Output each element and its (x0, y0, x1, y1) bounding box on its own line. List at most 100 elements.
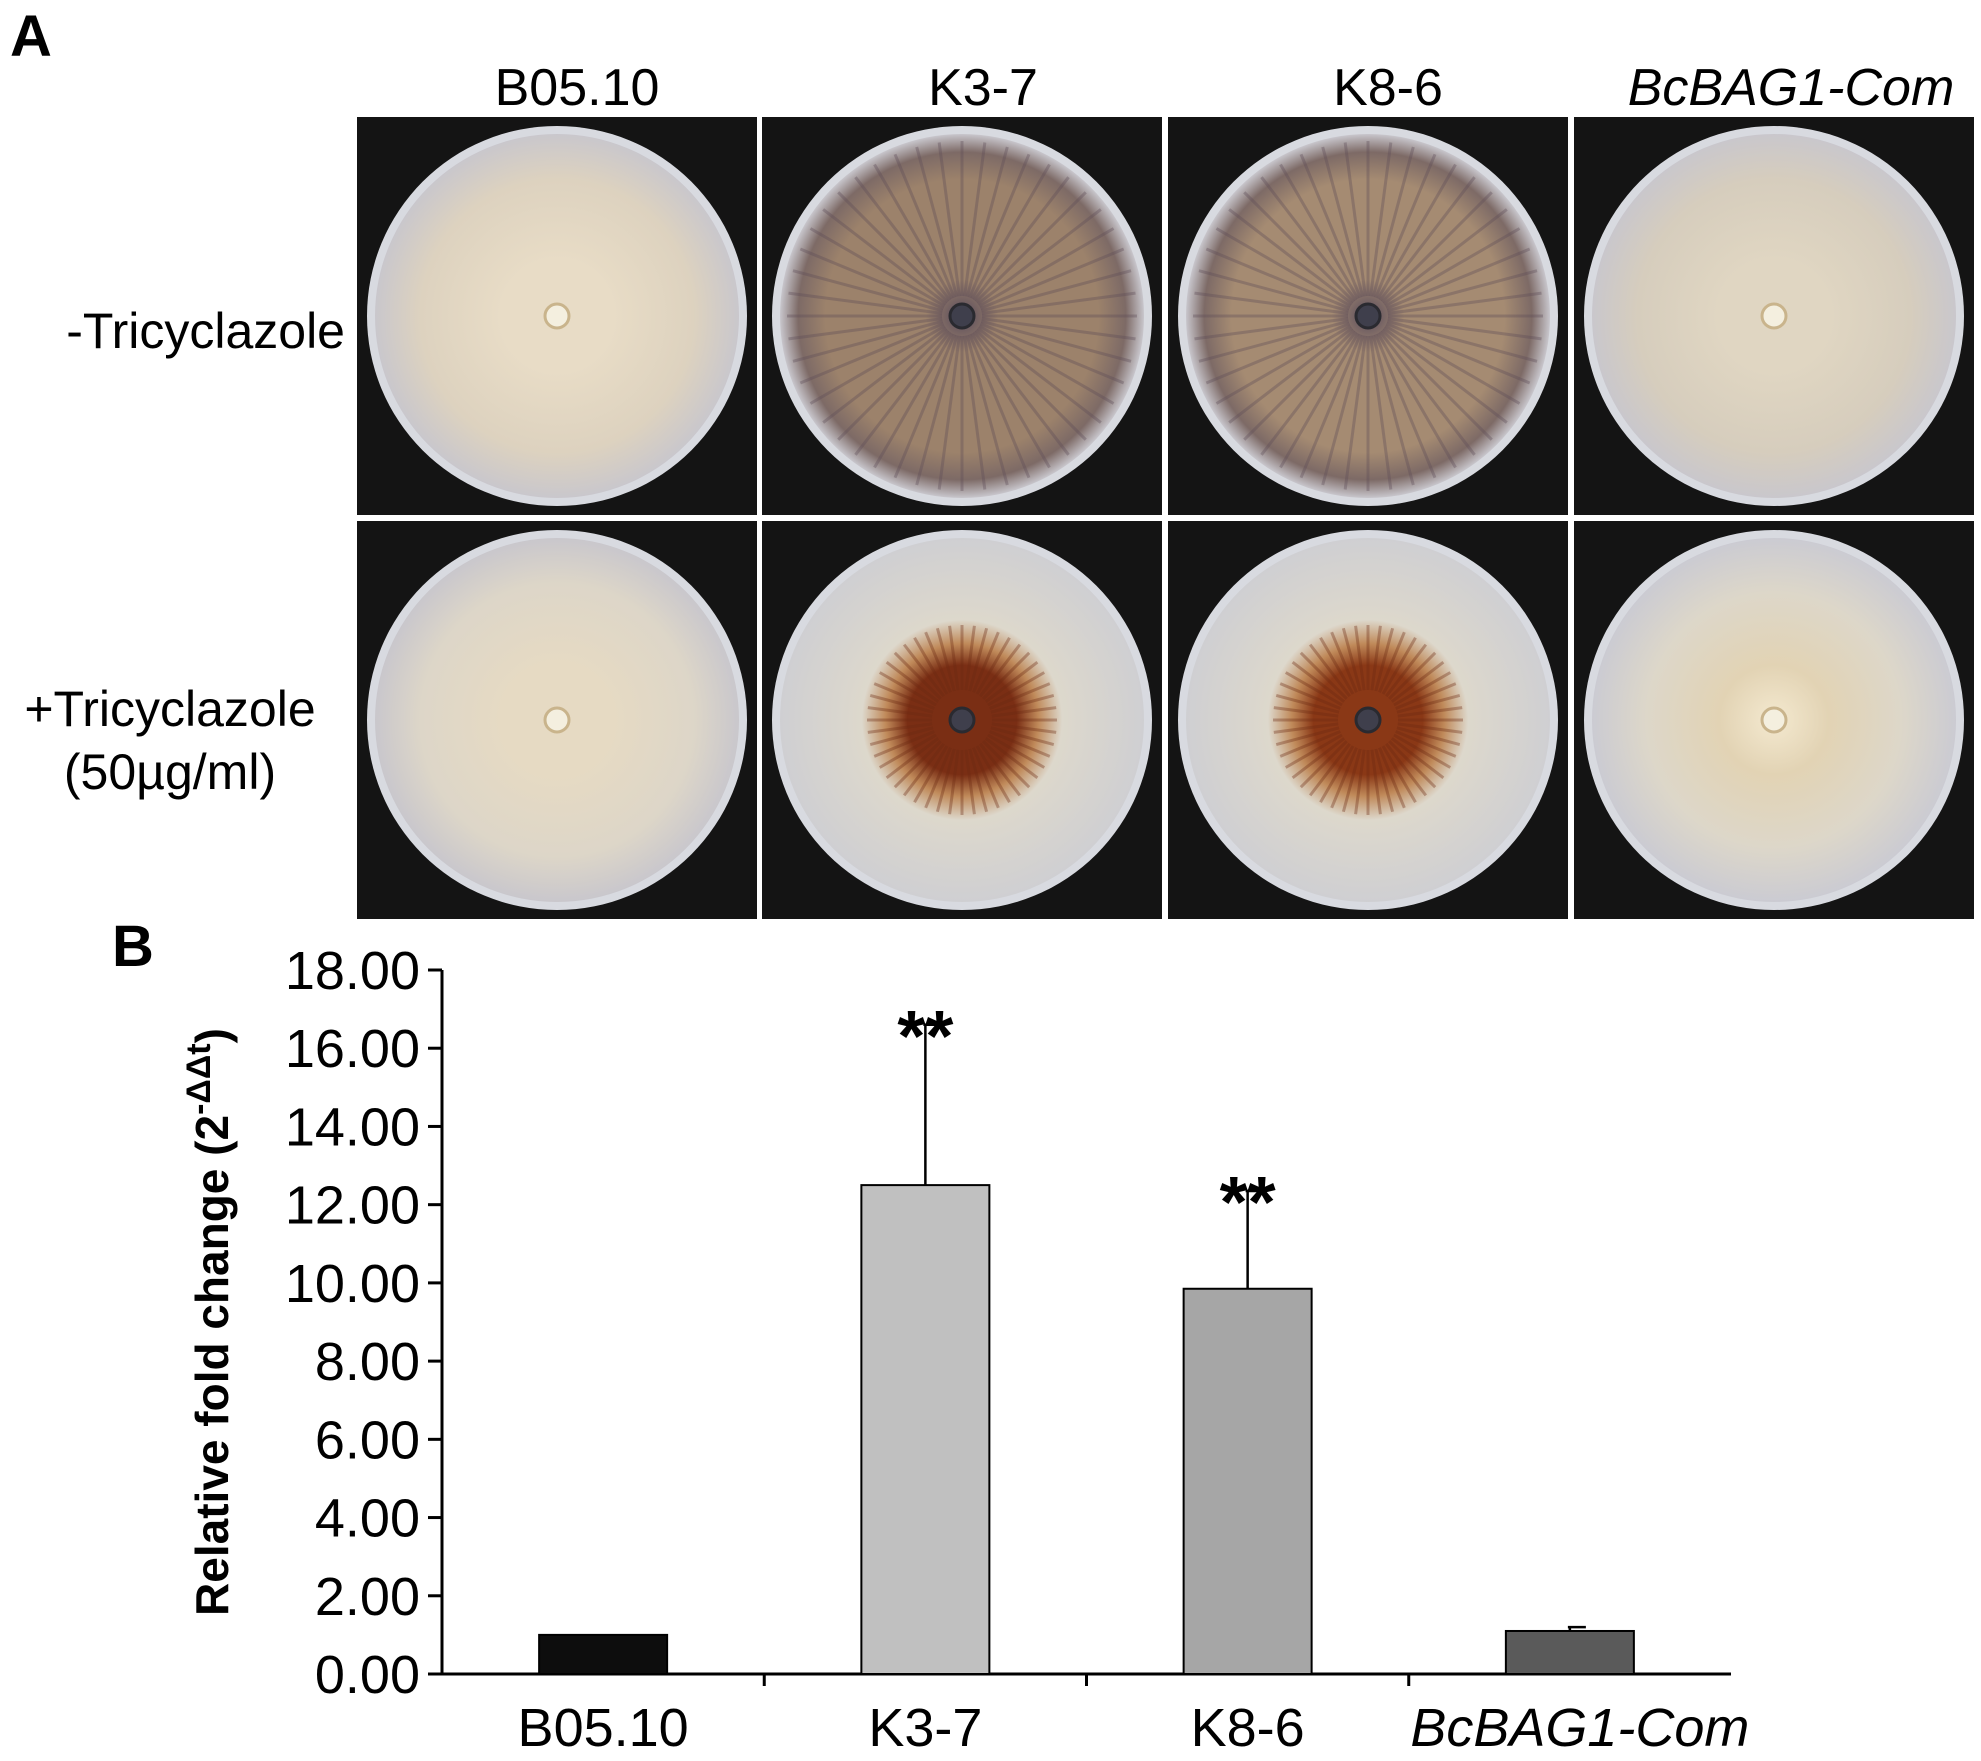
mycelium-streak (972, 176, 1070, 302)
mycelium-streak (867, 722, 933, 734)
petri-plate-photo (762, 521, 1162, 919)
x-category-label: K3-7 (868, 1698, 982, 1758)
mycelium-streak (970, 163, 1051, 300)
column-label-bcbag1-com: BcBAG1-Com (1627, 59, 1955, 117)
mycelium-streak (1397, 706, 1463, 718)
mycelium-streak (902, 643, 945, 698)
mycelium-streak (1381, 191, 1493, 303)
mycelium-streak (964, 625, 976, 691)
mycelium-streak (1384, 227, 1521, 308)
mycelium-streak (1198, 319, 1350, 363)
mycelium-streak (873, 730, 935, 758)
mycelium-streak (1390, 660, 1445, 703)
mycelium-streak (1393, 733, 1452, 769)
mycelium-streak (989, 682, 1051, 710)
inoculum-plug (1354, 706, 1382, 734)
mycelium-streak (935, 627, 956, 692)
mycelium-streak (809, 324, 946, 405)
mycelium-streak (987, 733, 1046, 769)
mycelium-streak (1279, 163, 1360, 300)
mycelium-streak (1243, 191, 1355, 303)
mycelium-streak (1386, 269, 1538, 313)
mycelium-streak (1284, 671, 1343, 707)
mycelium-streak (1369, 335, 1393, 490)
y-axis-title-close: ) (186, 1028, 238, 1043)
row-label-plus-tricyclazole: +Tricyclazole (50µg/ml) (0, 678, 340, 803)
mycelium-streak (1378, 330, 1476, 456)
mycelium-streak (822, 326, 948, 424)
mycelium-streak (893, 153, 956, 299)
mycelium-streak (792, 269, 944, 313)
inoculum-plug (948, 706, 976, 734)
mycelium-streak (1388, 740, 1437, 789)
y-axis-title-main: Relative fold change (2 (186, 1115, 238, 1616)
mycelium-streak (1330, 631, 1358, 693)
mycelium-streak (1279, 332, 1360, 469)
inoculum-plug (948, 302, 976, 330)
mycelium-streak (1395, 730, 1457, 758)
mycelium-streak (968, 153, 1031, 299)
y-tick-label: 0.00 (315, 1645, 420, 1705)
mycelium-streak (976, 208, 1102, 306)
petri-plate-photo (1168, 521, 1568, 919)
mycelium-streak (1376, 163, 1457, 300)
mycelium-streak (1260, 330, 1358, 456)
mycelium-streak (964, 749, 976, 815)
mycelium-streak (978, 324, 1115, 405)
mycelium-streak (1228, 208, 1354, 306)
mycelium-streak (1228, 326, 1354, 424)
bar (538, 1633, 669, 1676)
bar (860, 1184, 991, 1675)
significance-marker: ** (1220, 1163, 1276, 1243)
mycelium-streak (1341, 627, 1362, 692)
mycelium-streak (972, 747, 1000, 809)
mycelium-streak (924, 631, 952, 693)
mycelium-streak (1321, 334, 1365, 486)
mycelium-streak (978, 227, 1115, 308)
mycelium-streak (869, 693, 934, 714)
mycelium-streak (873, 332, 954, 469)
mycelium-streak (1370, 625, 1382, 691)
inoculum-plug (543, 706, 571, 734)
mycelium-streak (837, 191, 949, 303)
mycelium-streak (1205, 247, 1351, 310)
petri-plate-photo (357, 521, 757, 919)
inoculum-plug (1354, 302, 1382, 330)
mycelium-streak (989, 730, 1051, 758)
mycelium-streak (982, 651, 1031, 700)
row-label-plus-line2: (50µg/ml) (63, 743, 277, 800)
y-tick-label: 14.00 (285, 1097, 420, 1157)
mycelium-streak (885, 660, 940, 703)
mycelium-streak (1381, 745, 1417, 804)
mycelium-streak (980, 269, 1132, 313)
mycelium-streak (1215, 324, 1352, 405)
column-label-k8-6: K8-6 (1333, 59, 1443, 117)
mycelium-streak (915, 334, 959, 486)
mycelium-streak (976, 326, 1102, 424)
mycelium-streak (1273, 706, 1339, 718)
mycelium-streak (1319, 636, 1355, 695)
mycelium-streak (1369, 142, 1393, 297)
mycelium-streak (984, 737, 1039, 780)
mycelium-streak (965, 334, 1009, 486)
bar (1504, 1629, 1635, 1676)
mycelium-streak (1385, 643, 1428, 698)
mycelium-streak (1194, 291, 1349, 315)
mycelium-streak (968, 627, 989, 692)
mycelium-streak (1299, 333, 1362, 479)
mycelium-streak (1374, 627, 1395, 692)
panel-a-letter: A (10, 4, 52, 69)
mycelium-streak (972, 631, 1000, 693)
mycelium-streak (981, 317, 1136, 341)
mycelium-streak (885, 737, 940, 780)
mycelium-streak (1385, 247, 1531, 310)
mycelium-streak (1374, 333, 1437, 479)
mycelium-streak (975, 636, 1011, 695)
mycelium-streak (965, 146, 1009, 298)
y-tick-label: 2.00 (315, 1567, 420, 1627)
mycelium-streak (948, 749, 960, 815)
mycelium-streak (854, 176, 952, 302)
mycelium-streak (1275, 726, 1340, 747)
mycelium-streak (1382, 326, 1508, 424)
